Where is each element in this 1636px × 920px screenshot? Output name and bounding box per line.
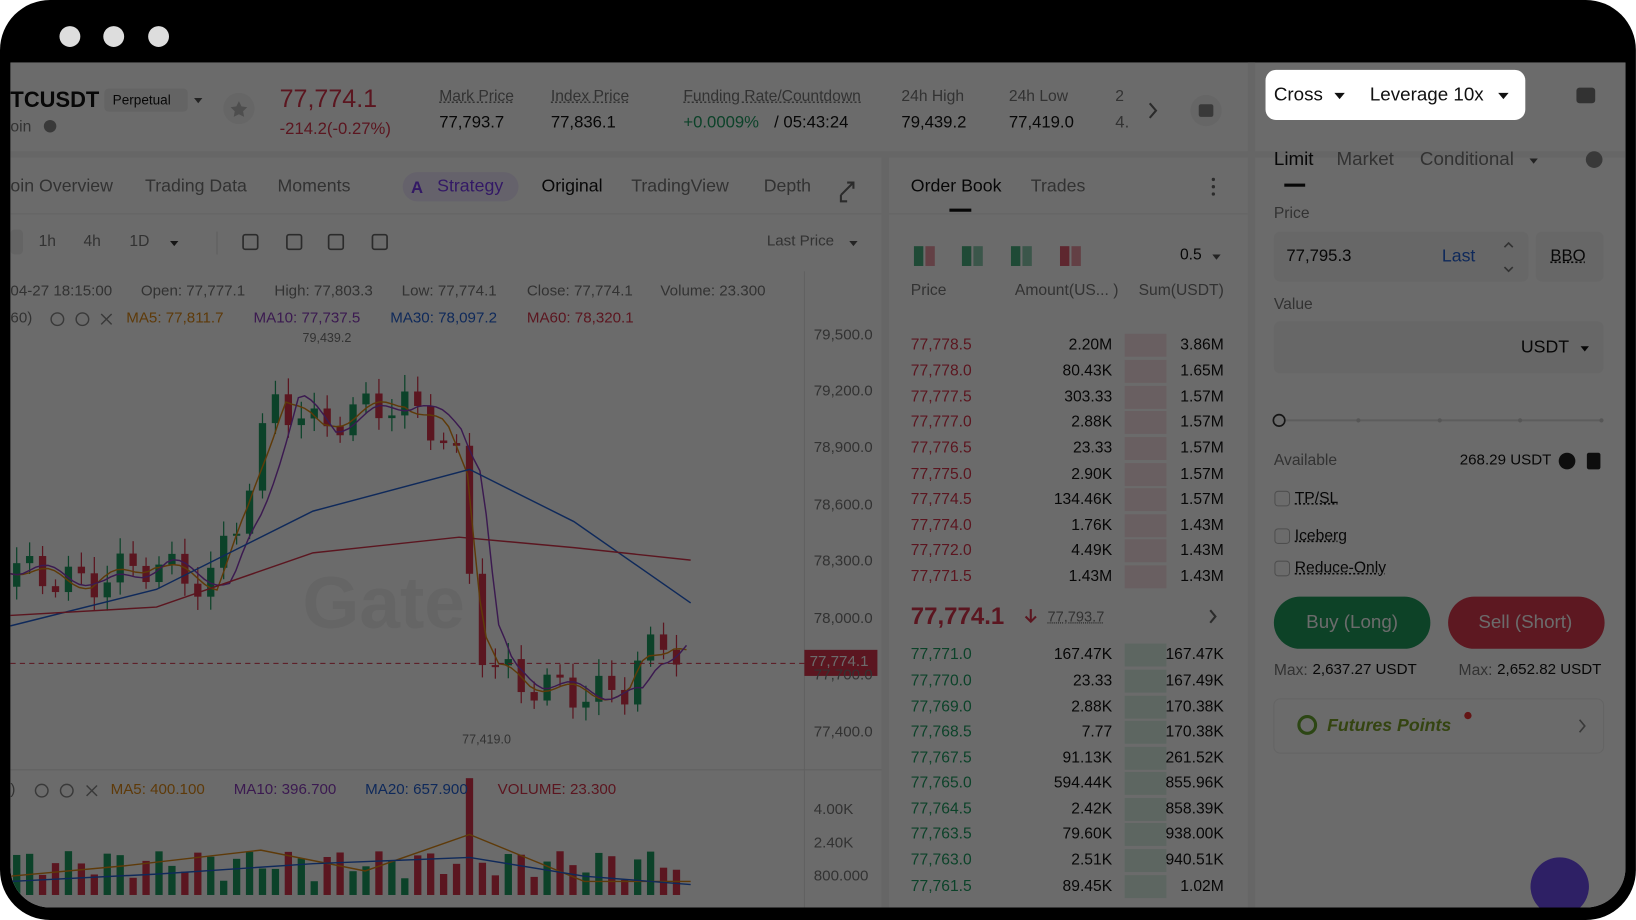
caret [1334, 92, 1345, 100]
margin-mode[interactable]: Cross [1273, 83, 1323, 105]
dim-overlay [10, 62, 1626, 908]
margin-leverage-highlight[interactable]: Cross Leverage 10x [1265, 69, 1526, 120]
leverage[interactable]: Leverage 10x [1369, 83, 1484, 105]
window-controls [59, 26, 170, 47]
caret [1498, 92, 1509, 100]
